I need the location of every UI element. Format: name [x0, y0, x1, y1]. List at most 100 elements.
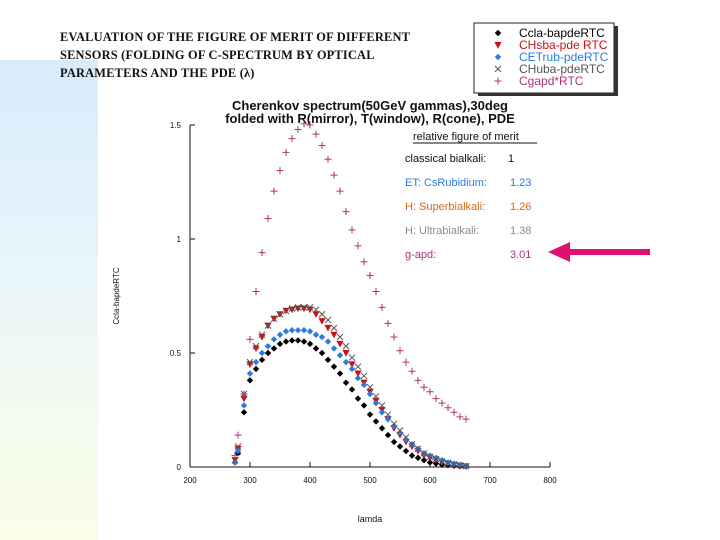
x-axis-label: lamda — [358, 514, 383, 524]
data-point — [348, 361, 356, 368]
data-point — [414, 376, 422, 384]
data-point — [354, 395, 362, 402]
data-point — [342, 358, 350, 366]
data-point — [378, 425, 386, 432]
chart-title: Cherenkov spectrum(50GeV gammas),30deg — [232, 98, 508, 113]
data-point — [282, 328, 290, 335]
data-point — [432, 455, 440, 463]
data-point — [342, 208, 350, 216]
data-point — [354, 363, 362, 371]
data-point — [276, 340, 284, 348]
merit-row-value: 3.01 — [510, 249, 531, 261]
data-point — [288, 327, 296, 334]
legend-label: Ccla-bapdeRTC — [519, 26, 605, 40]
data-point — [276, 310, 284, 318]
data-point — [231, 459, 239, 466]
data-point — [408, 440, 416, 448]
data-point — [306, 121, 314, 129]
data-point — [288, 337, 296, 344]
data-point — [384, 411, 392, 418]
data-point — [378, 409, 386, 416]
data-point — [252, 287, 260, 295]
merit-row-label: g-apd: — [405, 249, 436, 261]
background-gradient — [0, 60, 98, 540]
merit-row-value: 1 — [508, 153, 514, 165]
pointer-arrow — [548, 242, 650, 262]
legend-label: CETrub-pdeRTC — [519, 50, 609, 64]
data-point — [318, 310, 326, 318]
data-point — [240, 390, 248, 398]
data-point — [318, 349, 326, 357]
x-tick-label: 600 — [423, 476, 437, 485]
data-point — [312, 331, 320, 338]
data-point — [231, 456, 239, 464]
data-point — [276, 331, 284, 338]
data-point — [354, 242, 362, 250]
y-tick-label: 1 — [177, 235, 182, 244]
data-point — [264, 342, 272, 350]
data-point — [336, 187, 344, 195]
slide-heading: EVALUATION OF THE FIGURE OF MERIT OF DIF… — [60, 30, 410, 80]
y-tick-label: 0.5 — [170, 349, 182, 358]
data-point — [348, 386, 356, 393]
data-point — [396, 427, 404, 434]
legend-shadow-bottom — [478, 93, 618, 96]
data-point — [360, 258, 368, 266]
data-point — [270, 345, 278, 352]
data-point — [342, 379, 350, 386]
data-point — [408, 452, 416, 459]
data-point — [240, 395, 248, 403]
data-point — [336, 370, 344, 377]
legend-marker — [494, 77, 502, 85]
data-marks — [231, 120, 470, 470]
merit-row-value: 1.38 — [510, 225, 531, 237]
data-point — [324, 338, 332, 345]
y-axis-label: Ccla-bapdeRTC — [112, 267, 121, 324]
data-point — [330, 324, 338, 332]
data-point — [444, 404, 452, 412]
data-point — [456, 413, 464, 421]
legend-marker — [494, 53, 502, 61]
x-tick-label: 700 — [483, 476, 497, 485]
series-0 — [231, 337, 470, 470]
data-point — [258, 349, 266, 357]
data-point — [372, 399, 380, 407]
merit-table-header: relative figure of merit — [413, 131, 519, 143]
data-point — [384, 431, 392, 439]
merit-row-label: H: Superbialkali: — [405, 201, 485, 213]
data-point — [414, 445, 422, 453]
data-point — [258, 356, 266, 364]
data-point — [324, 356, 332, 364]
data-point — [246, 370, 254, 377]
data-point — [354, 370, 362, 378]
data-point — [294, 305, 302, 313]
data-point — [234, 431, 242, 439]
x-tick-label: 800 — [543, 476, 557, 485]
data-point — [360, 372, 368, 380]
data-point — [294, 126, 302, 134]
data-point — [306, 304, 314, 311]
data-point — [318, 318, 326, 325]
legend-marker — [494, 29, 502, 37]
arrow-head — [548, 242, 570, 262]
series-4 — [231, 120, 470, 460]
data-point — [420, 456, 428, 464]
data-point — [246, 361, 254, 368]
data-point — [324, 316, 332, 324]
legend-marker — [494, 42, 502, 49]
data-point — [240, 402, 248, 409]
data-point — [282, 307, 290, 315]
data-point — [390, 422, 398, 430]
data-point — [282, 148, 290, 156]
legend-label: CHuba-pdeRTC — [519, 62, 605, 76]
data-point — [336, 352, 344, 359]
data-point — [300, 304, 308, 311]
data-point — [384, 319, 392, 327]
arrow-shaft — [566, 249, 650, 255]
data-point — [252, 358, 260, 366]
data-point — [438, 457, 446, 465]
data-point — [312, 345, 320, 352]
data-point — [264, 322, 272, 329]
legend-label: CHsba-pde RTC — [519, 38, 608, 52]
x-tick-label: 500 — [363, 476, 377, 485]
